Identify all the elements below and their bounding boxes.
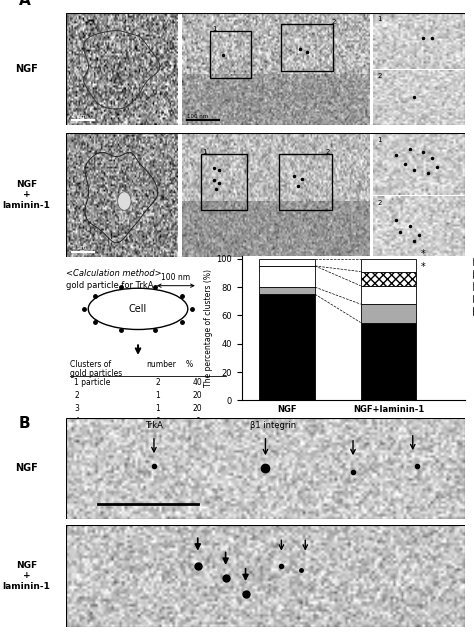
- Text: NGF
+
laminin-1: NGF + laminin-1: [2, 561, 51, 591]
- Text: NGF: NGF: [15, 64, 38, 73]
- Text: %: %: [186, 360, 193, 370]
- Text: 1: 1: [155, 391, 160, 401]
- Text: <Calculation method>: <Calculation method>: [66, 269, 162, 278]
- Text: 20: 20: [193, 430, 202, 439]
- Text: 1: 1: [155, 404, 160, 413]
- Text: Clusters of: Clusters of: [70, 360, 111, 370]
- Text: 1: 1: [155, 430, 160, 439]
- Text: NGF
+
laminin-1: NGF + laminin-1: [2, 180, 51, 210]
- Text: A: A: [18, 0, 30, 8]
- Text: Cell: Cell: [129, 304, 147, 314]
- Text: 0: 0: [155, 417, 160, 426]
- Text: gold particles: gold particles: [70, 370, 123, 379]
- Text: >5: >5: [74, 430, 85, 439]
- Ellipse shape: [88, 288, 188, 330]
- Text: NGF: NGF: [15, 463, 38, 473]
- Text: 2: 2: [155, 379, 160, 387]
- Text: TrkA: TrkA: [145, 421, 163, 430]
- Text: 20: 20: [193, 404, 202, 413]
- Text: 100 nm: 100 nm: [161, 273, 191, 282]
- Text: gold particle for TrkA: gold particle for TrkA: [66, 280, 154, 289]
- Text: 40: 40: [193, 379, 202, 387]
- Text: B: B: [18, 415, 30, 430]
- Text: β1 integrin: β1 integrin: [250, 421, 296, 430]
- Text: 1 particle: 1 particle: [74, 379, 111, 387]
- Text: 3: 3: [74, 404, 79, 413]
- Text: 20: 20: [193, 391, 202, 401]
- Text: number: number: [146, 360, 176, 370]
- Text: 4: 4: [74, 417, 79, 426]
- Text: 2: 2: [74, 391, 79, 401]
- Text: 0: 0: [195, 417, 200, 426]
